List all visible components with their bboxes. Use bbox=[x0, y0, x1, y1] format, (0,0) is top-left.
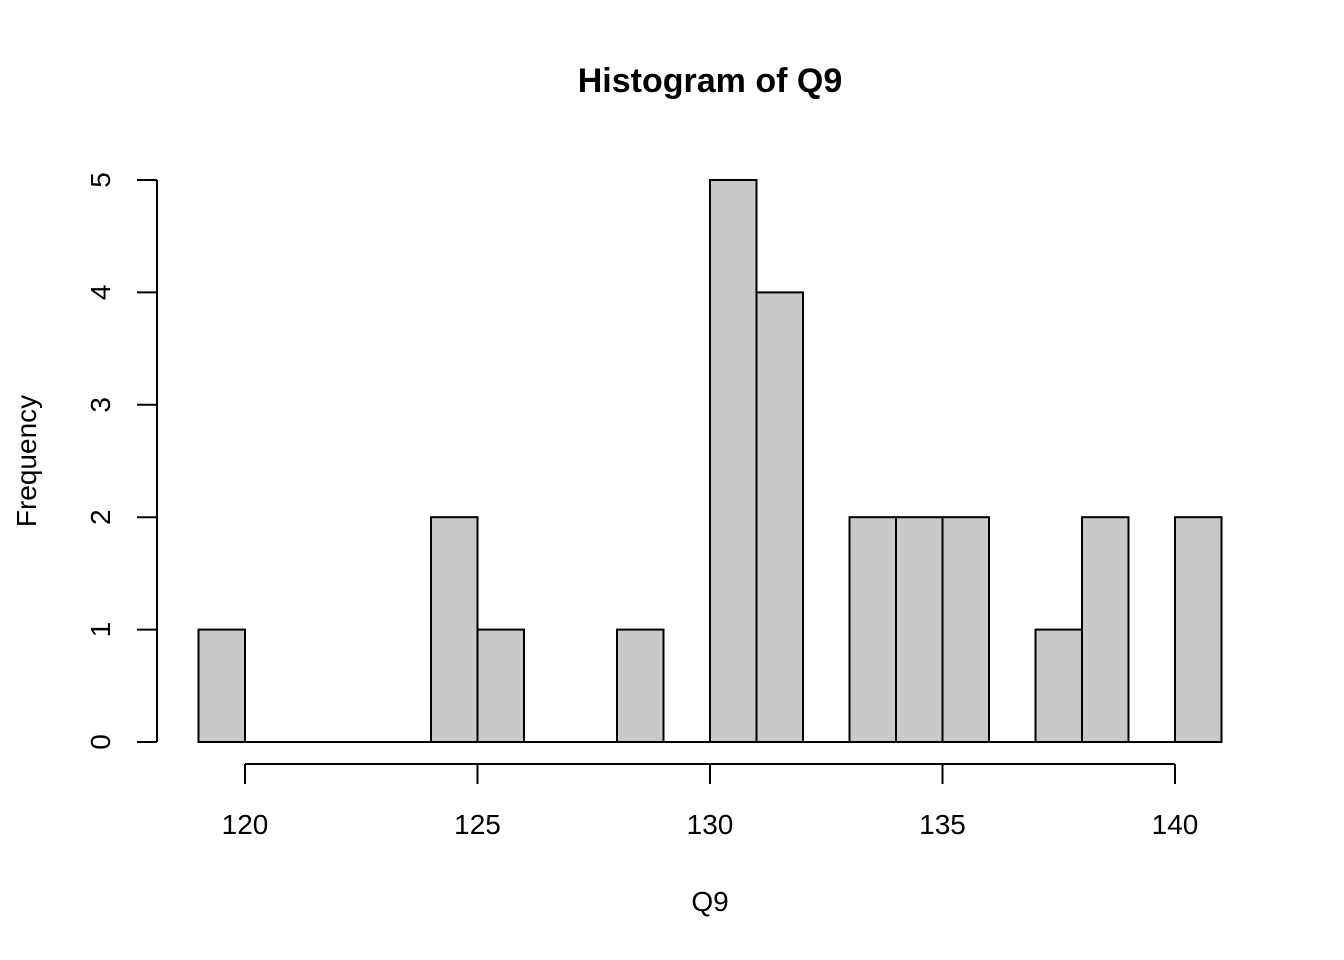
x-tick-label: 120 bbox=[222, 809, 269, 840]
x-tick-label: 125 bbox=[454, 809, 501, 840]
chart-title: Histogram of Q9 bbox=[578, 62, 842, 100]
y-tick-label: 3 bbox=[85, 397, 116, 413]
y-axis: 0 1 2 3 4 5 bbox=[85, 172, 158, 750]
histogram-bar bbox=[755, 291, 804, 743]
y-tick-label: 1 bbox=[85, 622, 116, 638]
histogram-bar bbox=[941, 516, 990, 744]
bars-group bbox=[197, 179, 1223, 744]
histogram-bar bbox=[1174, 516, 1223, 744]
y-tick-label: 0 bbox=[85, 734, 116, 750]
histogram-bar bbox=[197, 628, 246, 743]
y-tick-label: 4 bbox=[85, 285, 116, 301]
histogram-bar bbox=[1081, 516, 1130, 744]
x-tick-label: 130 bbox=[687, 809, 734, 840]
y-tick-label: 2 bbox=[85, 509, 116, 525]
x-axis-label: Q9 bbox=[691, 886, 728, 917]
histogram-bar bbox=[709, 179, 758, 743]
histogram-bar bbox=[616, 628, 665, 743]
histogram-bar bbox=[430, 516, 479, 744]
histogram-bar bbox=[895, 516, 944, 744]
x-tick-label: 135 bbox=[919, 809, 966, 840]
histogram-bar bbox=[1034, 628, 1083, 743]
x-tick-label: 140 bbox=[1152, 809, 1199, 840]
y-axis-label: Frequency bbox=[11, 395, 42, 527]
x-axis: 120 125 130 135 140 bbox=[222, 763, 1199, 840]
histogram-bar bbox=[476, 628, 525, 743]
histogram-bar bbox=[848, 516, 897, 744]
y-tick-label: 5 bbox=[85, 172, 116, 188]
